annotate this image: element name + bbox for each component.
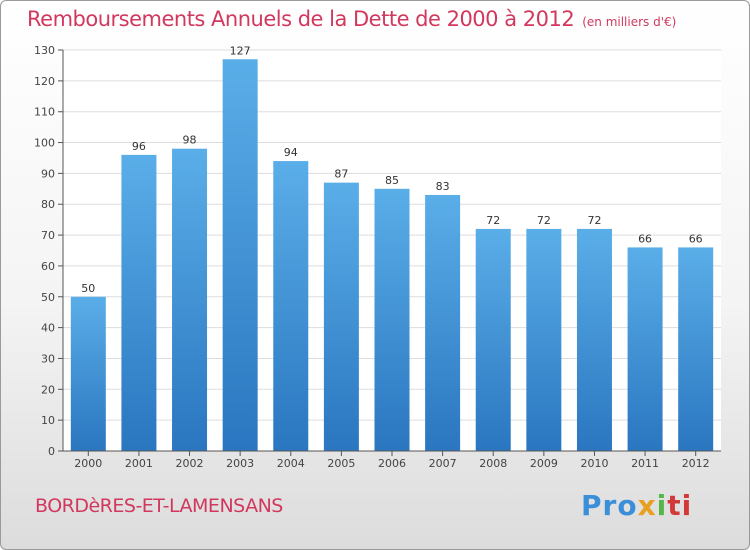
x-tick-label-2012: 2012	[682, 457, 710, 470]
chart-title: Remboursements Annuels de la Dette de 20…	[27, 7, 676, 31]
bar-2006	[374, 188, 410, 452]
bar-2005	[323, 182, 359, 451]
y-tick-label: 0	[48, 445, 55, 458]
bar-2003	[222, 59, 258, 451]
data-label-2001: 96	[132, 140, 146, 153]
bar-2009	[526, 228, 562, 451]
y-tick-label: 50	[41, 291, 55, 304]
proxiti-logo: Proxiti	[581, 489, 693, 522]
data-label-2004: 94	[284, 146, 298, 159]
y-tick-label: 10	[41, 414, 55, 427]
x-tick-label-2006: 2006	[378, 457, 406, 470]
x-tick-label-2010: 2010	[580, 457, 608, 470]
bar-2000	[70, 296, 106, 451]
x-tick-label-2007: 2007	[429, 457, 457, 470]
bar-2001	[121, 154, 157, 451]
x-tick-label-2008: 2008	[479, 457, 507, 470]
data-label-2002: 98	[183, 134, 197, 147]
data-label-2000: 50	[81, 282, 95, 295]
data-label-2012: 66	[689, 232, 703, 245]
bar-2008	[475, 228, 511, 451]
bar-2012	[678, 247, 714, 451]
x-tick-label-2011: 2011	[631, 457, 659, 470]
data-label-2009: 72	[537, 214, 551, 227]
data-label-2007: 83	[436, 180, 450, 193]
axes: 0 10 20 30 40 50 60 70 80 90 100 110 120 130 2000 2001 2…	[34, 44, 721, 470]
y-tick-label: 120	[34, 75, 55, 88]
x-tick-label-2002: 2002	[176, 457, 204, 470]
y-tick-label: 100	[34, 137, 55, 150]
y-tick-label: 40	[41, 322, 55, 335]
data-label-2006: 85	[385, 174, 399, 187]
x-tick-label-2001: 2001	[125, 457, 153, 470]
y-tick-label: 20	[41, 383, 55, 396]
bars: 50 96 98 127 94 87 85 83 72 72 72 66 66	[70, 44, 714, 452]
bar-2010	[576, 228, 612, 451]
chart-unit-note: (en milliers d'€)	[582, 15, 677, 29]
bar-2004	[273, 161, 309, 452]
x-tick-label-2009: 2009	[530, 457, 558, 470]
data-label-2008: 72	[486, 214, 500, 227]
data-label-2003: 127	[230, 44, 251, 57]
y-tick-label: 60	[41, 260, 55, 273]
y-tick-label: 110	[34, 106, 55, 119]
data-label-2005: 87	[334, 168, 348, 181]
x-tick-label-2003: 2003	[226, 457, 254, 470]
bar-2011	[627, 247, 663, 451]
y-tick-label: 80	[41, 198, 55, 211]
chart-title-text: Remboursements Annuels de la Dette de 20…	[27, 7, 575, 31]
y-tick-label: 130	[34, 44, 55, 57]
commune-name: BORDèRES-ET-LAMENSANS	[35, 495, 283, 517]
y-tick-label: 70	[41, 229, 55, 242]
data-label-2011: 66	[638, 232, 652, 245]
x-tick-label-2004: 2004	[277, 457, 305, 470]
y-tick-label: 30	[41, 352, 55, 365]
x-tick-label-2005: 2005	[327, 457, 355, 470]
bar-2002	[172, 148, 208, 451]
bar-2007	[425, 194, 461, 451]
data-label-2010: 72	[587, 214, 601, 227]
y-tick-label: 90	[41, 167, 55, 180]
x-tick-label-2000: 2000	[74, 457, 102, 470]
